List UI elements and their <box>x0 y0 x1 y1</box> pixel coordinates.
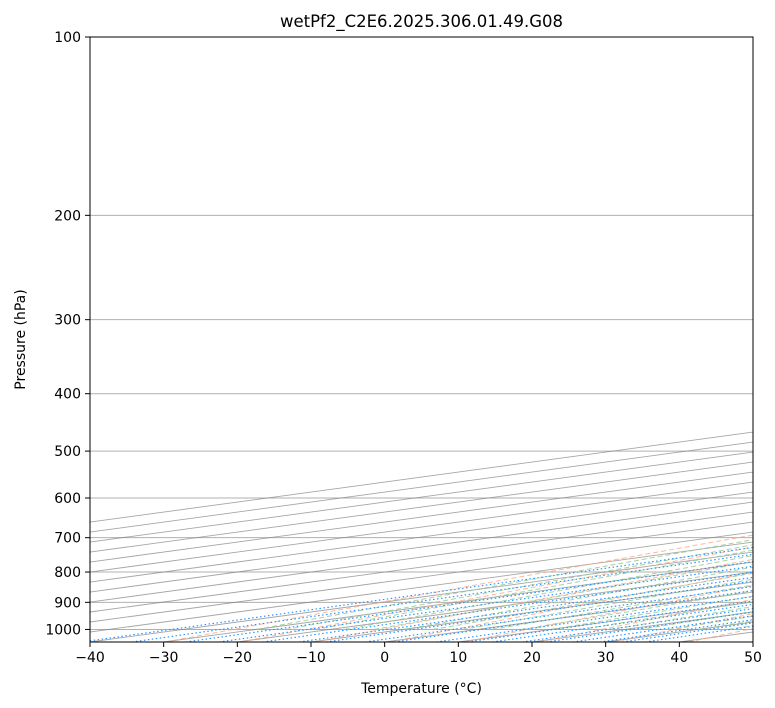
isotherm-line <box>90 481 753 573</box>
x-tick-label: 50 <box>744 650 762 666</box>
moist-adiabat-line <box>432 572 753 630</box>
moist-adiabat-line <box>550 595 753 630</box>
isotherm-line <box>531 611 753 642</box>
mixing-ratio-line <box>436 595 753 642</box>
isotherm-line <box>90 471 753 563</box>
moist-adiabat-line <box>727 625 753 630</box>
isotherm-line <box>90 521 753 613</box>
dry-adiabat-line <box>314 558 753 642</box>
y-tick-label: 600 <box>54 491 81 507</box>
mixing-ratio-line <box>546 611 753 642</box>
isotherm-line <box>90 451 753 543</box>
mixing-ratio-line <box>492 603 753 642</box>
x-axis-label: Temperature (°C) <box>360 681 482 697</box>
x-axis: −40 −30 −20 −10 0 10 20 30 40 50 <box>75 642 762 666</box>
plot-frame <box>89 36 754 643</box>
dry-adiabat-line <box>464 585 753 642</box>
mixing-ratio-line <box>522 608 753 642</box>
x-tick-label: −10 <box>296 650 326 666</box>
isotherm-line <box>310 581 753 642</box>
y-tick-label: 500 <box>54 444 81 460</box>
moist-adiabat-line <box>374 560 753 630</box>
isotherm-line <box>90 501 753 593</box>
y-tick-label: 700 <box>54 531 81 547</box>
isotherm-line <box>752 641 753 642</box>
y-tick-label: 900 <box>54 595 81 611</box>
y-tick-label: 300 <box>54 313 81 329</box>
isotherm-line <box>90 511 753 603</box>
y-axis-label: Pressure (hPa) <box>13 289 29 389</box>
background-lines <box>90 37 775 642</box>
y-tick-label: 200 <box>54 208 81 224</box>
y-tick-label: 400 <box>54 387 81 403</box>
x-tick-label: 0 <box>380 650 389 666</box>
moist-adiabat-line <box>668 615 753 630</box>
isotherm-line <box>679 631 753 642</box>
y-tick-label: 800 <box>54 565 81 581</box>
mixing-ratio-line <box>299 576 753 642</box>
mixing-ratio-line <box>90 546 753 642</box>
x-tick-label: 30 <box>597 650 615 666</box>
mixing-ratio-line <box>131 553 753 642</box>
x-tick-label: −30 <box>149 650 179 666</box>
isotherm-line <box>90 461 753 553</box>
isotherm-line <box>384 591 753 642</box>
mixing-ratio-line <box>645 625 753 642</box>
x-tick-label: −20 <box>223 650 253 666</box>
isotherm-line <box>90 551 753 642</box>
mixing-ratio-line <box>185 561 753 642</box>
dry-adiabat-line <box>613 613 753 642</box>
x-tick-label: 40 <box>670 650 688 666</box>
chart-title: wetPf2_C2E6.2025.306.01.49.G08 <box>280 12 563 32</box>
isotherm-line <box>90 531 753 623</box>
dry-adiabat-line <box>763 37 775 642</box>
x-tick-label: 10 <box>449 650 467 666</box>
moist-adiabat-line <box>344 555 753 630</box>
x-tick-label: 20 <box>523 650 541 666</box>
moist-adiabat-line <box>521 590 753 630</box>
dry-adiabat-line <box>538 598 753 642</box>
dry-adiabat-line <box>165 534 753 642</box>
y-axis: 100 200 300 400 500 600 700 800 900 1000 <box>45 30 90 638</box>
moist-adiabat-line <box>491 584 753 630</box>
moist-adiabat-line <box>285 544 753 630</box>
moist-adiabat-line <box>698 620 753 630</box>
isotherm-line <box>90 491 753 583</box>
y-tick-label: 100 <box>54 30 81 46</box>
mixing-ratio-line <box>467 600 753 642</box>
x-tick-label: −40 <box>75 650 105 666</box>
moist-adiabat-line <box>256 539 753 630</box>
dry-adiabat-line <box>239 546 753 642</box>
dry-adiabat-line <box>389 571 753 642</box>
moist-adiabat-line <box>315 549 753 630</box>
moist-adiabat-line <box>639 611 753 630</box>
y-tick-label: 1000 <box>45 622 81 638</box>
